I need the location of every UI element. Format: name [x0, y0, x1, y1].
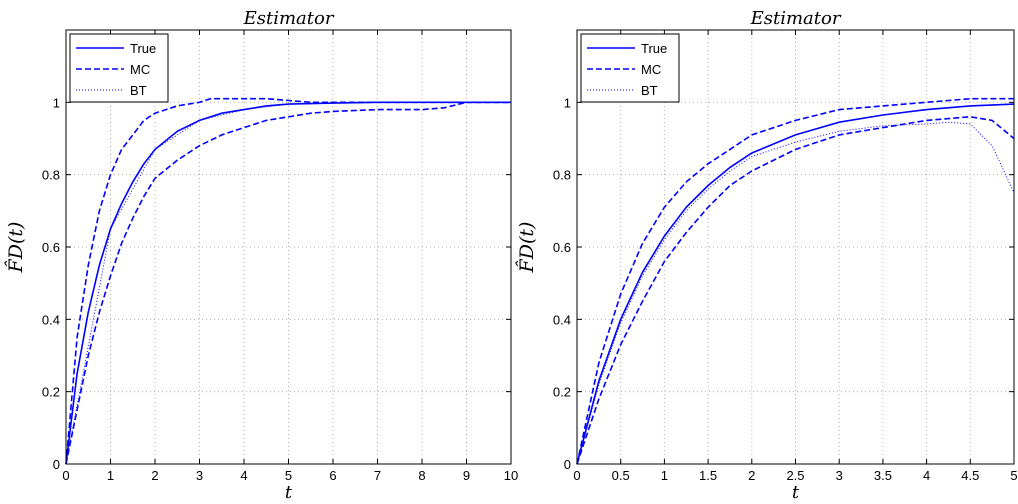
chart-title: Estimator: [243, 8, 335, 29]
series-line-bt: [576, 121, 1015, 465]
x-tick-label: 0.5: [612, 468, 630, 483]
x-tick-label: 5: [1010, 468, 1017, 483]
x-tick-label: 1: [107, 468, 114, 483]
x-tick-label: 2.5: [786, 468, 804, 483]
series-line-bt: [65, 101, 511, 465]
legend-label-mc: MC: [641, 62, 661, 77]
x-tick-label: 3: [196, 468, 203, 483]
legend-box: [580, 33, 680, 103]
legend-label-bt: BT: [130, 83, 147, 98]
series-line-mc: [576, 115, 1015, 465]
legend-label-true: True: [130, 41, 156, 56]
chart-title: Estimator: [750, 8, 842, 29]
x-tick-label: 6: [329, 468, 336, 483]
legend-label-bt: BT: [641, 83, 658, 98]
x-tick-label: 7: [374, 468, 381, 483]
x-tick-label: 2: [748, 468, 755, 483]
x-tick-label: 1.5: [699, 468, 717, 483]
y-tick-label: 0.4: [42, 312, 60, 327]
x-tick-label: 5: [285, 468, 292, 483]
plot-frame: [65, 29, 512, 465]
legend-label-mc: MC: [130, 62, 150, 77]
x-tick-label: 9: [463, 468, 470, 483]
plot-frame: [576, 29, 1015, 465]
x-tick-label: 3.5: [874, 468, 892, 483]
legend: True MC BT: [69, 33, 169, 103]
x-axis-label: t: [792, 482, 800, 503]
y-tick-label: 0.2: [42, 385, 60, 400]
y-tick-label: 0.8: [553, 168, 571, 183]
y-tick-label: 0.4: [553, 312, 571, 327]
y-tick-label: 0.6: [42, 240, 60, 255]
legend: True MC BT: [580, 33, 680, 103]
x-tick-label: 0: [62, 468, 69, 483]
x-tick-label: 4: [923, 468, 930, 483]
y-tick-label: 0: [53, 457, 60, 472]
x-tick-label: 10: [504, 468, 518, 483]
legend-box: [69, 33, 169, 103]
x-tick-label: 4: [240, 468, 247, 483]
legend-label-true: True: [641, 41, 667, 56]
x-tick-label: 3: [836, 468, 843, 483]
series-line-mc: [576, 97, 1014, 465]
series-line-mc: [65, 101, 511, 465]
x-axis-label: t: [285, 482, 293, 503]
series-line-true: [576, 103, 1015, 465]
y-axis-label: F̂D(t): [5, 222, 27, 274]
y-tick-label: 1: [564, 95, 571, 110]
y-axis-label: F̂D(t): [516, 222, 538, 274]
series-line-mc: [65, 97, 511, 465]
x-tick-label: 8: [418, 468, 425, 483]
y-tick-label: 0: [564, 457, 571, 472]
chart-panel-1: 0 1 2 3 4 5 6 7 8 9 10 0 0.2 0.4 0.6 0.8 1 Estimator t F̂D(…: [5, 8, 519, 503]
chart-panel-2: 0 0.5 1 1.5 2 2.5 3 3.5 4 4.5 5 0 0.2 0.4 0.6 0.8 1 Estim…: [516, 8, 1018, 503]
y-tick-label: 1: [53, 95, 60, 110]
x-tick-label: 4.5: [961, 468, 979, 483]
x-tick-label: 2: [151, 468, 158, 483]
x-tick-label: 0: [573, 468, 580, 483]
y-tick-label: 0.6: [553, 240, 571, 255]
y-tick-label: 0.8: [42, 168, 60, 183]
y-tick-label: 0.2: [553, 385, 571, 400]
x-tick-label: 1: [661, 468, 668, 483]
